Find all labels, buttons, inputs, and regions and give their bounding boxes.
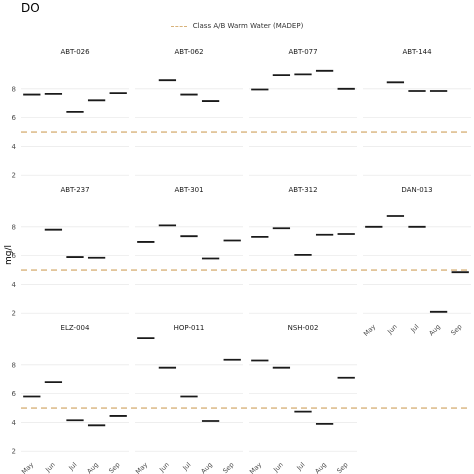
y-tick-label: 4 (12, 419, 17, 427)
x-tick-label: Sep (449, 323, 463, 337)
x-tick-label: May (20, 461, 35, 474)
x-tick-label: Jul (295, 461, 307, 473)
x-tick-label: Sep (221, 461, 235, 474)
y-tick-label: 2 (12, 310, 16, 318)
y-tick-label: 2 (12, 448, 16, 456)
y-tick-label: 6 (12, 252, 17, 260)
y-tick-label: 4 (12, 143, 17, 151)
facet-strip-label: HOP-011 (174, 324, 205, 332)
facet-strip-label: ABT-237 (60, 186, 89, 194)
y-tick-label: 8 (12, 223, 16, 231)
x-tick-label: Sep (107, 461, 121, 474)
x-tick-label: Jun (43, 461, 57, 474)
facet-strip-label: ABT-301 (174, 186, 203, 194)
y-tick-label: 4 (12, 281, 17, 289)
x-tick-label: Aug (85, 461, 100, 474)
x-tick-label: Aug (199, 461, 214, 474)
facet-strip-label: ABT-026 (60, 48, 90, 56)
x-tick-label: Sep (335, 461, 349, 474)
y-tick-label: 6 (12, 114, 17, 122)
facet-strip-label: NSH-002 (288, 324, 319, 332)
x-tick-label: Aug (313, 461, 328, 474)
y-tick-label: 6 (12, 390, 17, 398)
x-tick-label: Jul (409, 323, 421, 335)
x-tick-label: May (362, 323, 377, 338)
legend: Class A/B Warm Water (MADEP) (0, 22, 474, 30)
x-tick-label: Jun (385, 323, 399, 337)
x-tick-label: Jul (181, 461, 193, 473)
facet-strip-label: DAN-013 (401, 186, 432, 194)
facet-strip-label: ABT-062 (174, 48, 203, 56)
y-tick-label: 8 (12, 85, 16, 93)
legend-label: Class A/B Warm Water (MADEP) (192, 22, 304, 30)
chart-title: DO (21, 1, 40, 15)
x-tick-label: Jun (271, 461, 285, 474)
x-tick-label: May (134, 461, 149, 474)
facet-strip-label: ABT-144 (402, 48, 432, 56)
facet-strip-label: ABT-312 (288, 186, 317, 194)
legend-dashed-line-icon (170, 25, 187, 27)
x-tick-label: Aug (427, 323, 442, 338)
facet-strip-label: ABT-077 (288, 48, 317, 56)
y-tick-label: 2 (12, 172, 16, 180)
x-tick-label: May (248, 461, 263, 474)
x-tick-label: Jul (67, 461, 79, 473)
y-tick-label: 8 (12, 361, 16, 369)
facet-strip-label: ELZ-004 (61, 324, 90, 332)
x-tick-label: Jun (157, 461, 171, 474)
